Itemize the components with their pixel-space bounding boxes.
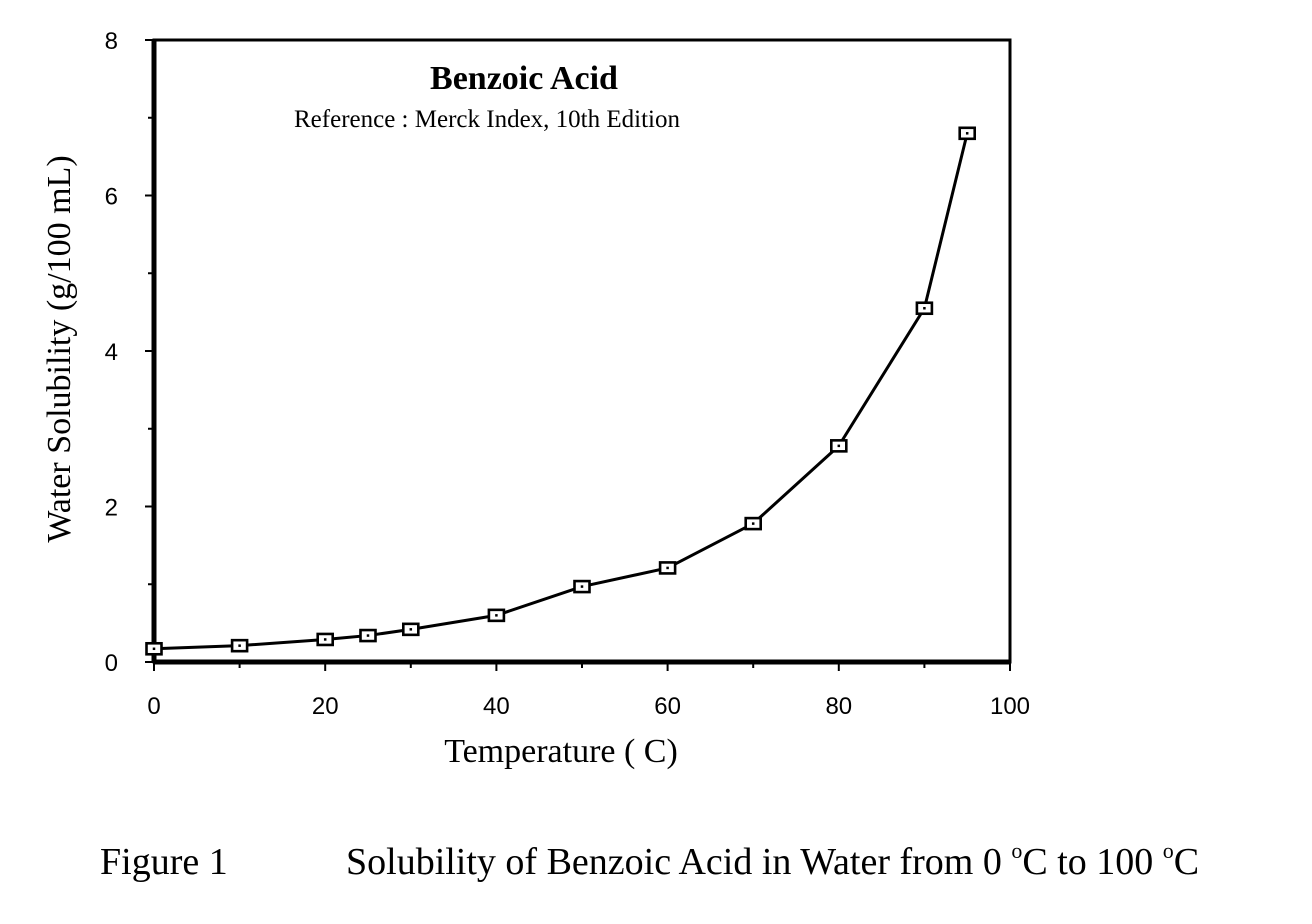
x-tick-label: 0 bbox=[147, 693, 160, 720]
figure-caption: Figure 1 Solubility of Benzoic Acid in W… bbox=[100, 840, 1300, 896]
axis-ticks bbox=[145, 39, 1011, 671]
data-point-center bbox=[366, 634, 370, 637]
plot-border bbox=[152, 38, 1012, 664]
data-point-center bbox=[837, 444, 841, 448]
x-axis-label: Temperature ( C) bbox=[444, 733, 678, 770]
data-point-center bbox=[751, 522, 755, 525]
caption-text-start: Solubility of Benzoic Acid in Water from… bbox=[346, 841, 1002, 883]
y-tick-label: 8 bbox=[105, 28, 118, 55]
y-tick-label: 0 bbox=[105, 650, 118, 677]
x-tick-label: 80 bbox=[825, 693, 852, 720]
degree-symbol: o bbox=[1162, 838, 1174, 863]
y-axis-label: Water Solubility (g/100 mL) bbox=[41, 155, 78, 542]
figure-description: Solubility of Benzoic Acid in Water from… bbox=[346, 840, 1199, 884]
series-line bbox=[153, 132, 969, 651]
figure-number: Figure 1 bbox=[100, 841, 228, 883]
degree-symbol: o bbox=[1011, 838, 1023, 863]
caption-unit: C bbox=[1173, 841, 1200, 883]
y-tick-label: 4 bbox=[105, 339, 118, 366]
data-point-center bbox=[152, 647, 156, 651]
y-tick-label: 2 bbox=[105, 495, 118, 522]
axis-tick-labels: 0 20 40 60 80 100 0 2 4 6 8 bbox=[105, 28, 1030, 720]
data-point-center bbox=[323, 638, 327, 641]
x-tick-label: 40 bbox=[483, 693, 510, 720]
data-point-center bbox=[666, 566, 669, 570]
data-point-center bbox=[238, 644, 241, 647]
caption-unit: C to 100 bbox=[1022, 841, 1154, 883]
data-series bbox=[145, 126, 977, 656]
solubility-chart: 0 20 40 60 80 100 0 2 4 6 8 Benzoic Acid Reference… bbox=[41, 28, 1030, 770]
y-tick-label: 6 bbox=[105, 184, 118, 211]
data-point-center bbox=[495, 614, 498, 617]
data-point-center bbox=[409, 628, 413, 631]
x-tick-label: 60 bbox=[654, 693, 681, 720]
data-point-center bbox=[580, 585, 584, 588]
x-tick-label: 20 bbox=[312, 693, 339, 720]
data-point-center bbox=[923, 306, 926, 310]
plot-frame bbox=[151, 38, 1012, 665]
x-tick-label: 100 bbox=[990, 693, 1030, 720]
chart-title: Benzoic Acid bbox=[430, 60, 618, 97]
data-point-center bbox=[965, 132, 969, 135]
chart-subtitle: Reference : Merck Index, 10th Edition bbox=[294, 106, 680, 133]
